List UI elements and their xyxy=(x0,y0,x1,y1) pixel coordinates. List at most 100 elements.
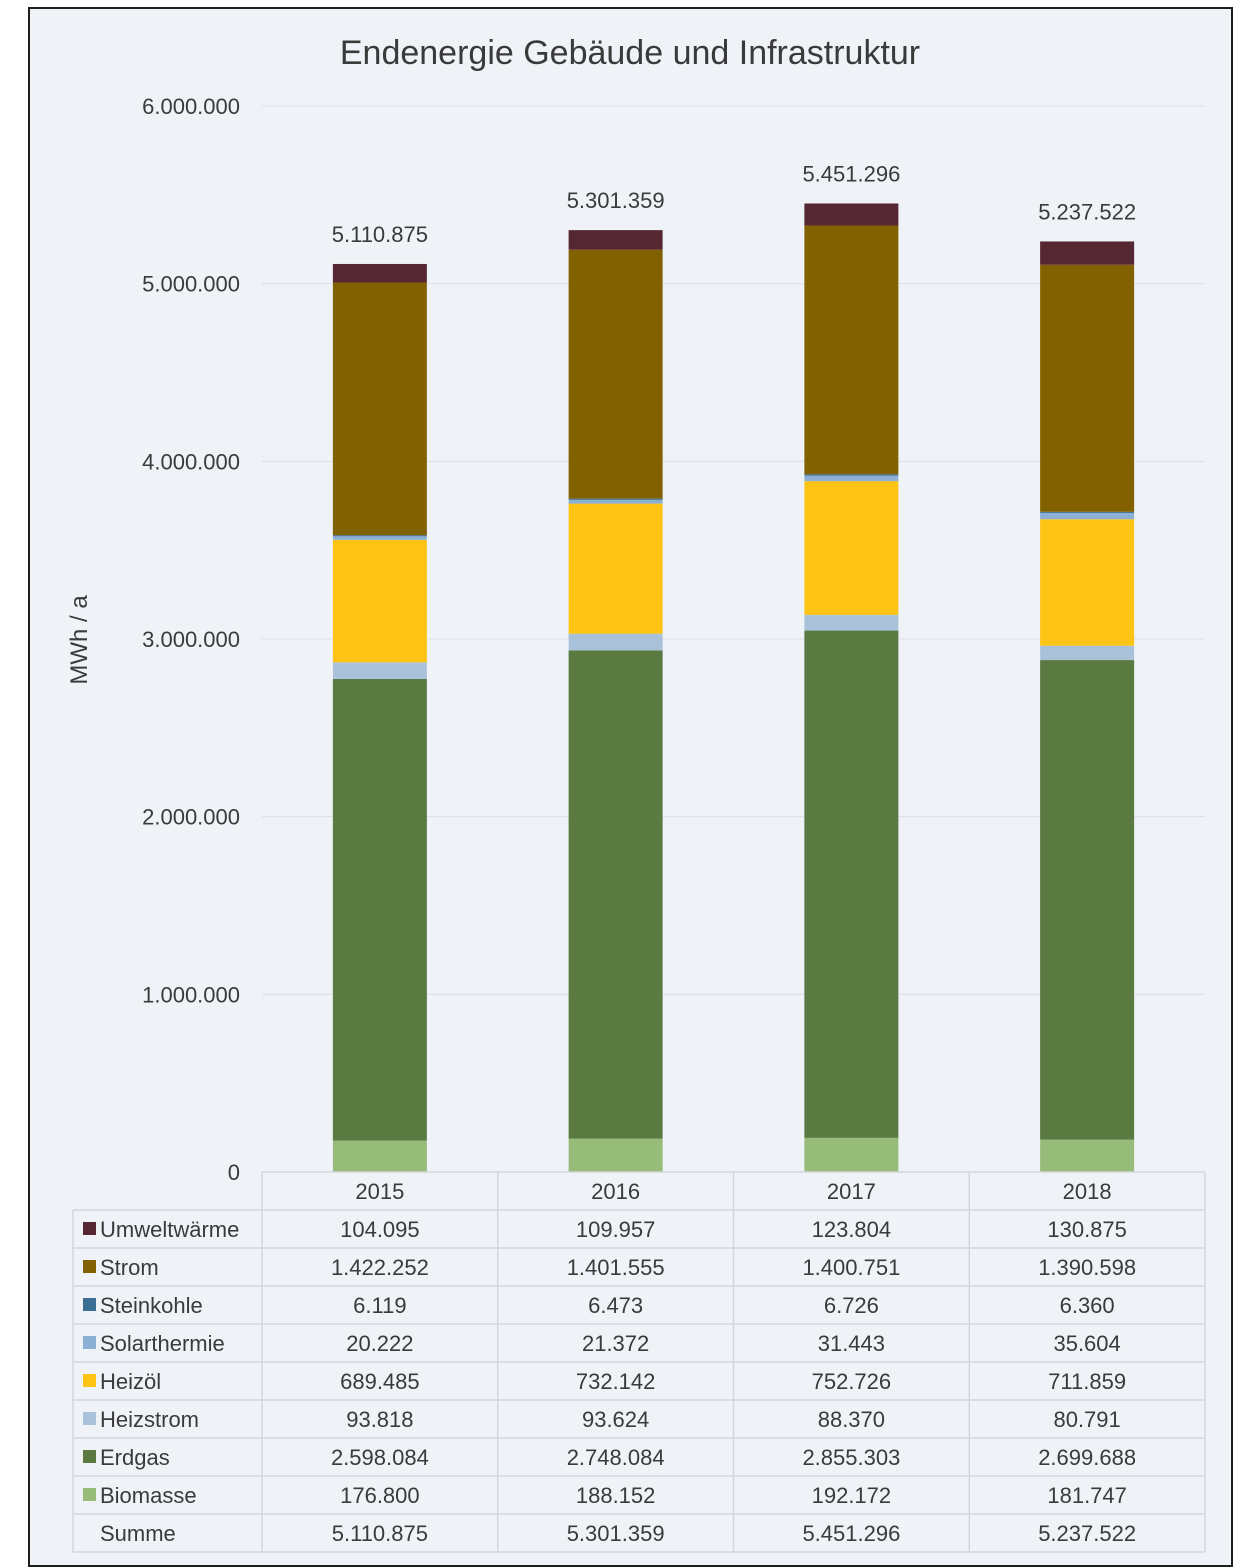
y-tick-label: 6.000.000 xyxy=(142,94,240,119)
table-row-label: Erdgas xyxy=(100,1445,170,1470)
table-cell: 6.726 xyxy=(824,1293,879,1318)
bar-stack-2017 xyxy=(804,203,899,1172)
table-cell: 1.401.555 xyxy=(567,1255,665,1280)
bar-segment-solarthermie xyxy=(332,536,427,540)
bar-segment-erdgas xyxy=(332,678,427,1141)
bar-segment-heizoel xyxy=(1040,519,1135,646)
table-cell: 5.451.296 xyxy=(802,1521,900,1546)
bar-segment-strom xyxy=(1040,264,1135,512)
table-cell: 6.473 xyxy=(588,1293,643,1318)
table-cell: 80.791 xyxy=(1053,1407,1120,1432)
bar-segment-heizstrom xyxy=(568,633,663,651)
bar-total-label: 5.110.875 xyxy=(332,222,428,247)
y-tick-label: 4.000.000 xyxy=(142,449,240,474)
bar-segment-umweltwaerme xyxy=(804,203,899,226)
bar-total-label: 5.237.522 xyxy=(1038,199,1136,224)
bar-segment-heizstrom xyxy=(804,614,899,631)
table-row-label: Umweltwärme xyxy=(100,1217,239,1242)
table-cell: 5.237.522 xyxy=(1038,1521,1136,1546)
bar-segment-biomasse xyxy=(568,1138,663,1172)
bar-segment-heizstrom xyxy=(332,662,427,679)
table-cell: 104.095 xyxy=(340,1217,420,1242)
bar-segment-umweltwaerme xyxy=(1040,241,1135,265)
table-row-steinkohle: Steinkohle 6.119 6.473 6.726 6.360 xyxy=(83,1293,1115,1318)
table-row-strom: Strom 1.422.252 1.401.555 1.400.751 1.390.59… xyxy=(83,1255,1136,1280)
bar-segment-erdgas xyxy=(1040,660,1135,1140)
table-cell: 188.152 xyxy=(576,1483,656,1508)
legend-swatch xyxy=(83,1298,96,1311)
bars xyxy=(332,203,1135,1172)
bar-segment-steinkohle xyxy=(1040,511,1135,513)
table-cell: 176.800 xyxy=(340,1483,420,1508)
table-row-label: Biomasse xyxy=(100,1483,197,1508)
table-cell: 93.818 xyxy=(346,1407,413,1432)
table-cell: 2.855.303 xyxy=(802,1445,900,1470)
bar-stack-2016 xyxy=(568,230,663,1172)
bar-segment-steinkohle xyxy=(804,474,899,476)
bar-segment-solarthermie xyxy=(568,499,663,504)
table-cell: 192.172 xyxy=(812,1483,892,1508)
table-row-label: Steinkohle xyxy=(100,1293,203,1318)
bar-segment-heizoel xyxy=(332,539,427,663)
table-row-heizoel: Heizöl 689.485 732.142 752.726 711.859 xyxy=(83,1369,1126,1394)
data-table: 2015 2016 2017 2018 Umweltwärme 104.095 109.95… xyxy=(72,1171,1206,1553)
table-cell: 88.370 xyxy=(818,1407,885,1432)
table-cell: 6.119 xyxy=(353,1293,406,1318)
legend-swatch xyxy=(83,1412,96,1425)
table-cell: 130.875 xyxy=(1047,1217,1127,1242)
table-cell: 20.222 xyxy=(346,1331,413,1356)
table-cell: 21.372 xyxy=(582,1331,649,1356)
y-tick-label: 2.000.000 xyxy=(142,805,240,830)
bar-stack-2015 xyxy=(332,263,427,1172)
table-cell: 2.748.084 xyxy=(567,1445,665,1470)
bar-segment-umweltwaerme xyxy=(568,230,663,250)
table-cell: 1.390.598 xyxy=(1038,1255,1136,1280)
bar-total-label: 5.451.296 xyxy=(802,161,900,186)
table-row-umweltwaerme: Umweltwärme 104.095 109.957 123.804 130.875 xyxy=(83,1217,1127,1242)
table-row-summe: Summe 5.110.875 5.301.359 5.451.296 5.237.52… xyxy=(100,1521,1136,1546)
table-cell: 2.598.084 xyxy=(331,1445,429,1470)
y-tick-label: 1.000.000 xyxy=(142,982,240,1007)
bar-segment-steinkohle xyxy=(568,498,663,500)
table-cell: 181.747 xyxy=(1047,1483,1127,1508)
bar-segment-solarthermie xyxy=(1040,512,1135,520)
legend-swatch xyxy=(83,1488,96,1501)
table-cell: 93.624 xyxy=(582,1407,649,1432)
y-axis-label: MWh / a xyxy=(66,595,93,685)
table-cell: 6.360 xyxy=(1060,1293,1115,1318)
table-row-label: Strom xyxy=(100,1255,159,1280)
bar-segment-solarthermie xyxy=(804,475,899,482)
table-row-solarthermie: Solarthermie 20.222 21.372 31.443 35.604 xyxy=(83,1331,1121,1356)
table-row-label: Heizöl xyxy=(100,1369,161,1394)
table-row-erdgas: Erdgas 2.598.084 2.748.084 2.855.303 2.699.6… xyxy=(83,1445,1136,1470)
bar-segment-steinkohle xyxy=(332,535,427,537)
bar-segment-heizoel xyxy=(804,481,899,615)
table-row-label: Summe xyxy=(100,1521,176,1546)
legend-swatch xyxy=(83,1374,96,1387)
y-axis-ticks: 0 1.000.000 2.000.000 3.000.000 4.000.000 5.0… xyxy=(142,94,240,1185)
bar-segment-erdgas xyxy=(568,650,663,1139)
y-tick-label: 0 xyxy=(228,1160,240,1185)
table-cell: 31.443 xyxy=(818,1331,885,1356)
table-cell: 752.726 xyxy=(812,1369,892,1394)
table-cell: 732.142 xyxy=(576,1369,656,1394)
bar-totals: 5.110.875 5.301.359 5.451.296 5.237.522 xyxy=(332,161,1136,246)
chart-title: Endenergie Gebäude und Infrastruktur xyxy=(340,34,920,72)
table-cell: 35.604 xyxy=(1053,1331,1120,1356)
legend-swatch xyxy=(83,1450,96,1463)
y-tick-label: 3.000.000 xyxy=(142,627,240,652)
table-row-heizstrom: Heizstrom 93.818 93.624 88.370 80.791 xyxy=(83,1407,1121,1432)
legend-swatch xyxy=(83,1336,96,1349)
bar-segment-heizstrom xyxy=(1040,645,1135,661)
table-cell: 1.400.751 xyxy=(802,1255,900,1280)
table-cell: 689.485 xyxy=(340,1369,420,1394)
bar-segment-biomasse xyxy=(1040,1139,1135,1172)
bar-segment-heizoel xyxy=(568,503,663,634)
bar-stack-2018 xyxy=(1040,241,1135,1172)
table-cell: 711.859 xyxy=(1048,1369,1126,1394)
table-cell: 5.301.359 xyxy=(567,1521,665,1546)
table-header-2016: 2016 xyxy=(591,1179,640,1204)
table-header-2017: 2017 xyxy=(827,1179,876,1204)
bar-segment-erdgas xyxy=(804,630,899,1138)
